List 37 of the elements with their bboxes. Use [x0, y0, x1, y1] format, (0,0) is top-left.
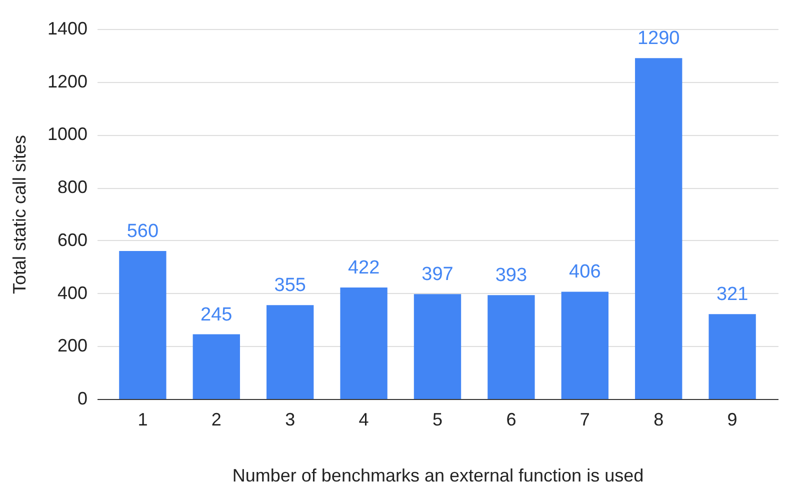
y-tick-label: 1200: [47, 71, 88, 92]
bar: [192, 334, 240, 399]
data-label: 560: [126, 221, 159, 242]
y-axis-title: Total static call sites: [9, 134, 30, 294]
bar: [561, 292, 608, 399]
bar: [266, 305, 314, 399]
bar: [635, 58, 682, 399]
bar: [708, 314, 756, 399]
x-tick-label: 9: [727, 410, 738, 430]
y-tick-label: 400: [57, 282, 88, 303]
y-tick-label: 800: [57, 177, 88, 198]
bar: [488, 295, 535, 399]
x-tick-label: 5: [432, 410, 443, 430]
x-tick-label: 2: [211, 410, 222, 430]
data-label: 393: [495, 265, 528, 286]
y-tick-label: 600: [57, 230, 88, 250]
x-tick-label: 6: [506, 410, 516, 430]
y-tick-label: 1400: [47, 18, 88, 38]
data-label: 355: [274, 275, 306, 296]
bar: [340, 287, 388, 399]
x-tick-label: 1: [138, 410, 148, 430]
x-tick-label: 8: [654, 410, 664, 430]
y-tick-label: 1000: [47, 124, 88, 144]
data-label: 397: [422, 264, 454, 286]
y-tick-label: 0: [77, 388, 88, 408]
data-label: 406: [569, 262, 601, 283]
data-label: 245: [200, 304, 232, 326]
x-tick-label: 4: [358, 410, 369, 430]
y-tick-label: 200: [57, 336, 88, 356]
data-label: 321: [716, 284, 748, 306]
data-label: 1290: [637, 28, 680, 50]
x-tick-label: 3: [285, 410, 296, 430]
data-label: 422: [348, 257, 380, 278]
x-axis-title: Number of benchmarks an external function is used: [232, 466, 644, 486]
x-tick-label: 7: [580, 410, 590, 430]
bar: [119, 251, 166, 399]
bar: [414, 294, 462, 399]
